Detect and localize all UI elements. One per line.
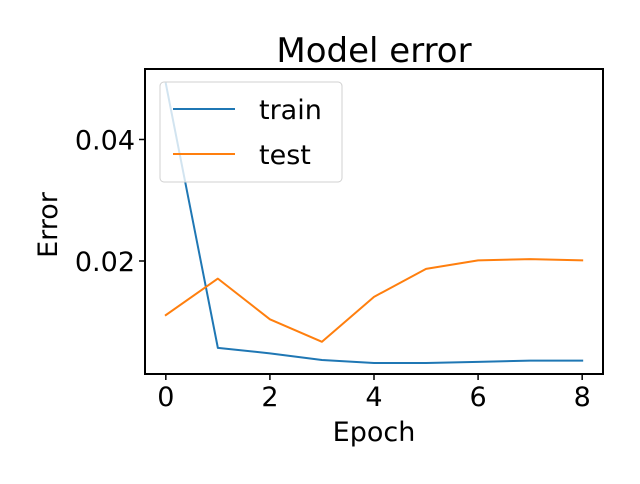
y-axis-label: Error: [33, 191, 64, 258]
x-tick-label-4: 4: [365, 382, 382, 413]
y-tick-label-1: 0.04: [75, 125, 135, 156]
x-tick-label-8: 8: [574, 382, 591, 413]
chart-title: Model error: [276, 31, 471, 71]
legend-label-train: train: [259, 95, 322, 126]
x-axis-label: Epoch: [333, 417, 416, 448]
y-tick-label-0: 0.02: [75, 247, 135, 278]
x-tick-label-6: 6: [469, 382, 486, 413]
x-tick-label-2: 2: [261, 382, 278, 413]
legend-label-test: test: [259, 140, 311, 171]
x-tick-label-0: 0: [157, 382, 174, 413]
legend: train test: [160, 82, 342, 182]
